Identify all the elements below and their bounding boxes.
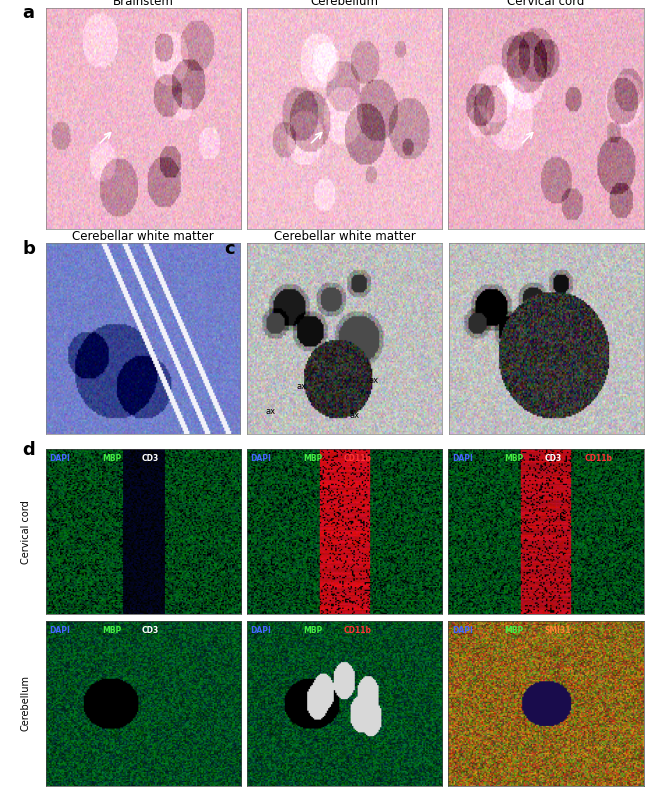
Text: CD3: CD3	[545, 454, 562, 463]
Text: Cerebellum: Cerebellum	[21, 676, 31, 731]
Title: Brainstem: Brainstem	[112, 0, 174, 8]
Text: CD11b: CD11b	[343, 454, 371, 463]
Text: ax: ax	[369, 376, 379, 385]
Text: MBP: MBP	[102, 626, 121, 635]
Title: Cerebellar white matter: Cerebellar white matter	[274, 230, 415, 244]
Text: MBP: MBP	[504, 454, 524, 463]
Text: DAPI: DAPI	[49, 626, 70, 635]
Text: CD3: CD3	[142, 626, 159, 635]
Text: CD11b: CD11b	[343, 626, 371, 635]
Text: CD3: CD3	[142, 454, 159, 463]
Text: MBP: MBP	[504, 626, 524, 635]
Text: DAPI: DAPI	[452, 454, 473, 463]
Text: b: b	[22, 240, 35, 257]
Text: MBP: MBP	[303, 454, 322, 463]
Text: Cervical cord: Cervical cord	[21, 499, 31, 564]
Text: DAPI: DAPI	[251, 626, 272, 635]
Title: Cerebellar white matter: Cerebellar white matter	[72, 230, 213, 244]
Title: Cerebellum: Cerebellum	[311, 0, 378, 8]
Text: d: d	[22, 441, 35, 459]
Text: MBP: MBP	[102, 454, 121, 463]
Text: SMI31: SMI31	[545, 626, 571, 635]
Text: ax: ax	[296, 382, 307, 391]
Text: DAPI: DAPI	[452, 626, 473, 635]
Text: MBP: MBP	[303, 626, 322, 635]
Title: Cervical cord: Cervical cord	[507, 0, 584, 8]
Text: c: c	[224, 240, 235, 257]
Text: ax: ax	[266, 407, 276, 416]
Text: ax: ax	[349, 410, 359, 420]
Text: DAPI: DAPI	[49, 454, 70, 463]
Text: a: a	[22, 3, 34, 21]
Text: DAPI: DAPI	[251, 454, 272, 463]
Text: CD11b: CD11b	[585, 454, 613, 463]
